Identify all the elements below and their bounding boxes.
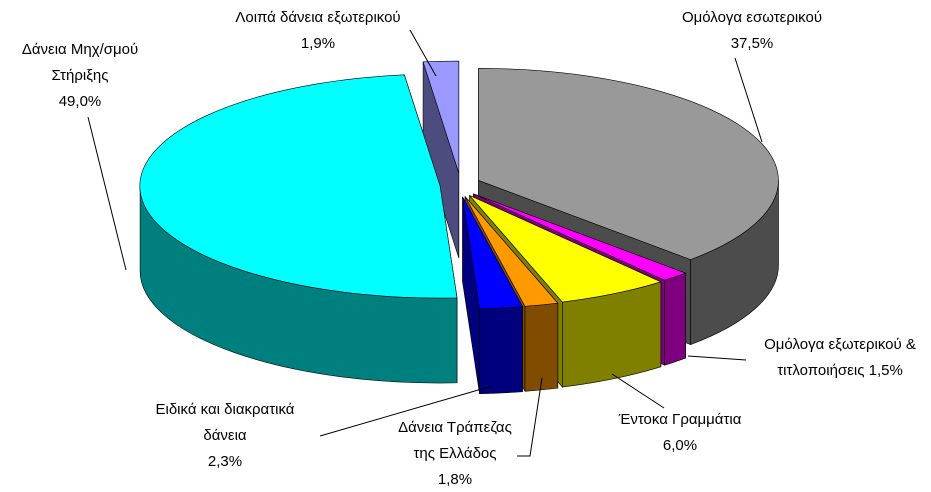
slice-outer-wall <box>524 302 559 392</box>
value-label: 1,8% <box>437 471 473 488</box>
slice <box>139 74 458 384</box>
slice <box>464 196 559 307</box>
data-label: Δάνεια Τράπεζας της Ελλάδος 1,8% <box>390 415 520 492</box>
leader-line <box>319 385 493 437</box>
category-label: Ομόλογα εξωτερικού & τιτλοποιήσεις <box>764 336 916 379</box>
slice <box>462 196 523 310</box>
data-label: Δάνεια Μηχ/σμού Στήριξης 49,0% <box>5 37 155 115</box>
slice <box>422 60 460 259</box>
leader-line <box>409 29 437 77</box>
category-label: Ειδικά και διακρατικά δάνεια <box>155 401 295 444</box>
slice <box>462 196 523 395</box>
slice-outer-wall <box>664 272 686 366</box>
category-label: Ομόλογα εσωτερικού <box>681 9 823 26</box>
data-label: Έντοκα Γραμμάτια 6,0% <box>580 407 780 459</box>
leader-line <box>734 57 763 143</box>
data-label: Λοιπά δάνεια εξωτερικού 1,9% <box>198 5 438 57</box>
value-label: 1,5% <box>868 362 903 379</box>
value-label: 1,9% <box>300 35 336 52</box>
leader-line <box>611 373 665 409</box>
value-label: 2,3% <box>207 453 243 470</box>
data-label: Ομόλογα εξωτερικού & τιτλοποιήσεις 1,5% <box>735 332 931 384</box>
slice <box>473 193 687 281</box>
slice <box>469 195 662 303</box>
leader-line <box>517 377 543 457</box>
value-label: 37,5% <box>730 35 774 52</box>
slice <box>478 68 779 260</box>
category-label: Δάνεια Τράπεζας της Ελλάδος <box>398 419 512 462</box>
data-label: Ομόλογα εσωτερικού 37,5% <box>652 5 852 57</box>
value-label: 6,0% <box>662 437 698 454</box>
data-label: Ειδικά και διακρατικά δάνεια 2,3% <box>140 397 310 475</box>
slice <box>139 74 458 299</box>
slice-outer-wall <box>479 306 523 395</box>
value-label: 49,0% <box>58 93 102 110</box>
slice <box>422 60 460 174</box>
leader-line <box>87 116 127 271</box>
leader-line <box>687 355 747 361</box>
category-label: Δάνεια Μηχ/σμού Στήριξης <box>21 41 139 84</box>
category-label: Λοιπά δάνεια εξωτερικού <box>235 9 401 26</box>
category-label: Έντοκα Γραμμάτια <box>618 411 742 428</box>
